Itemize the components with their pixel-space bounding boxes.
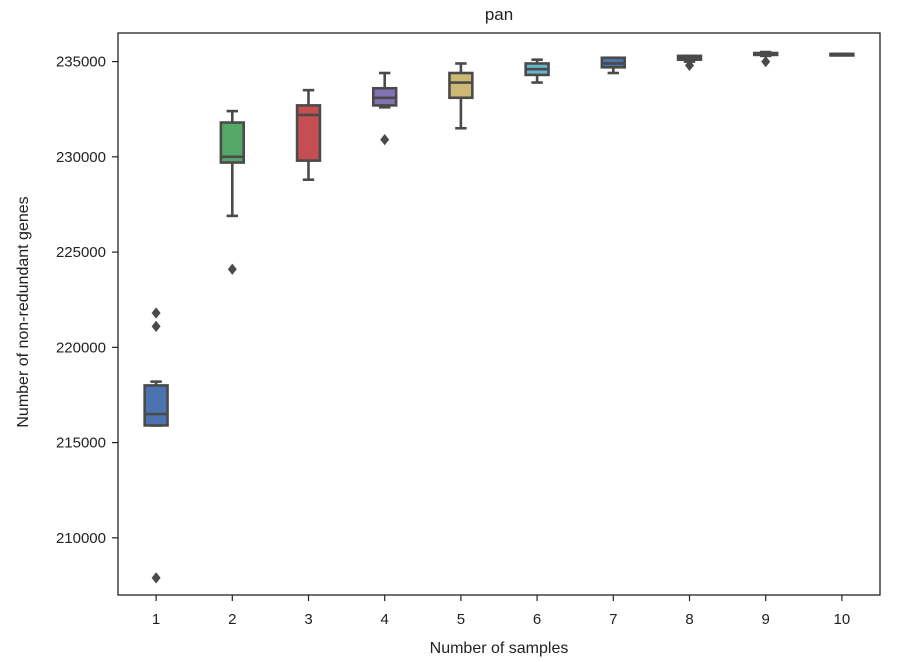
y-tick-label: 225000 [56, 244, 106, 261]
x-tick-label: 7 [609, 611, 617, 628]
x-tick-label: 3 [304, 611, 312, 628]
y-tick-label: 220000 [56, 339, 106, 356]
plot-area-frame [117, 32, 881, 596]
y-axis-title: Number of non-redundant genes [15, 196, 32, 427]
box-group [448, 62, 474, 130]
box-iqr [219, 121, 246, 164]
y-tick-label: 235000 [56, 54, 106, 71]
box-group [524, 58, 550, 84]
x-tick-label: 8 [685, 611, 693, 628]
y-tick-label: 210000 [56, 530, 106, 547]
box-group [295, 88, 322, 181]
x-tick-label: 1 [152, 611, 160, 628]
box-iqr [143, 384, 169, 427]
outlier-point [151, 572, 161, 584]
box-group [219, 109, 246, 275]
x-tick-label: 5 [457, 611, 465, 628]
y-tick-label: 215000 [56, 435, 106, 452]
x-tick-label: 4 [381, 611, 389, 628]
box-group [752, 50, 779, 68]
chart-title: pan [485, 5, 513, 24]
outlier-point [151, 307, 161, 319]
box-series [143, 50, 855, 584]
x-tick-label: 10 [834, 611, 851, 628]
y-tick-label: 230000 [56, 149, 106, 166]
x-tick-label: 6 [533, 611, 541, 628]
box-group [676, 54, 703, 72]
x-tick-label: 2 [228, 611, 236, 628]
box-group [600, 56, 627, 75]
x-axis-title: Number of samples [430, 640, 569, 657]
box-iqr [295, 104, 322, 162]
outlier-point [685, 59, 694, 72]
box-group [829, 52, 855, 57]
box-iqr [448, 71, 474, 100]
outlier-point [227, 263, 237, 275]
box-group [371, 71, 398, 146]
x-tick-label: 9 [762, 611, 770, 628]
box-group [143, 307, 169, 584]
outlier-point [151, 320, 161, 333]
outlier-point [761, 55, 771, 68]
x-axis: 1 2 3 4 5 6 7 8 9 10 [152, 595, 850, 628]
outlier-point [380, 134, 390, 146]
y-axis: 210000 215000 220000 225000 230000 235000 [56, 54, 118, 547]
